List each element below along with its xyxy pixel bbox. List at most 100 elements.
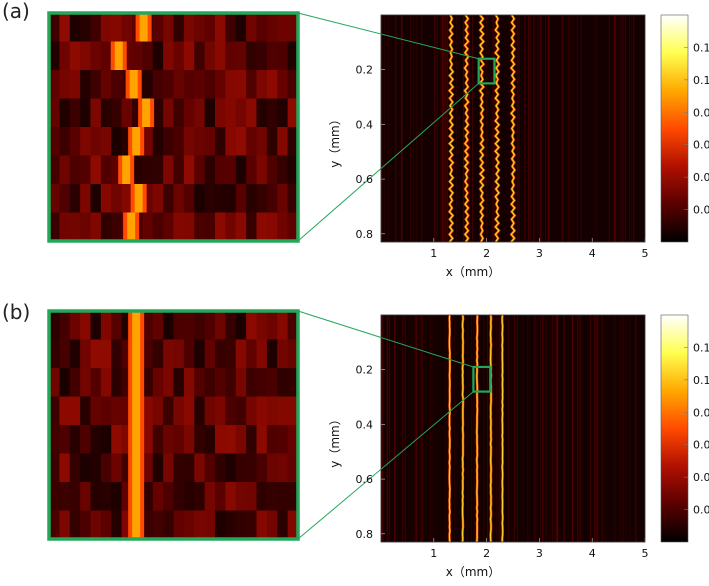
inset-cell: [100, 311, 112, 340]
inset-line: [142, 98, 151, 128]
inset-cell: [256, 212, 268, 241]
heatmap-noise: [622, 315, 624, 542]
inset-cell: [59, 510, 71, 539]
inset-cell: [152, 482, 164, 511]
inset-cell: [152, 311, 164, 340]
inset-cell: [256, 155, 268, 185]
inset-cell: [49, 184, 60, 213]
inset-cell: [256, 482, 268, 511]
inset-cell: [183, 127, 195, 156]
inset-cell: [90, 127, 102, 156]
inset-cell: [287, 41, 298, 71]
inset-line: [122, 155, 131, 185]
inset-cell: [204, 368, 216, 397]
heatmap-noise: [596, 15, 598, 242]
inset-cell: [59, 425, 71, 454]
inset-cell: [215, 155, 226, 185]
inset-cell: [111, 339, 123, 369]
heatmap-noise: [453, 315, 455, 542]
inset-cell: [152, 70, 164, 99]
inset-cell: [69, 510, 81, 539]
heatmap-noise: [483, 315, 485, 542]
inset-line: [134, 184, 143, 213]
x-tick-label: 3: [536, 547, 543, 560]
inset-cell: [215, 339, 226, 369]
inset-cell: [121, 396, 133, 426]
heatmap-noise: [522, 315, 524, 542]
heatmap-noise: [413, 15, 415, 242]
heatmap-noise: [473, 315, 475, 542]
heatmap-noise: [483, 315, 485, 542]
colorbar-tick-label: 0.04: [693, 171, 709, 184]
inset-cell: [173, 510, 185, 539]
inset-cell: [69, 98, 81, 128]
inset-cell: [235, 70, 247, 99]
inset-cell: [194, 184, 206, 213]
inset-cell: [277, 127, 289, 156]
inset-cell: [204, 339, 216, 369]
heatmap-noise: [618, 15, 620, 242]
heatmap-noise: [545, 315, 547, 542]
inset-cell: [163, 212, 174, 241]
inset-cell: [266, 13, 278, 42]
inset-cell: [266, 482, 278, 511]
inset-cell: [142, 339, 154, 369]
inset-cell: [80, 184, 91, 213]
inset-cell: [204, 453, 216, 483]
inset-cell: [152, 212, 164, 241]
heatmap-noise: [386, 315, 388, 542]
inset-cell: [163, 482, 174, 511]
x-tick-label: 2: [483, 247, 490, 260]
inset-cell: [163, 453, 174, 483]
inset-cell: [59, 13, 71, 42]
heatmap-line: [448, 15, 454, 242]
inset-cell: [287, 127, 298, 156]
inset-cell: [163, 339, 174, 369]
inset-cell: [204, 70, 216, 99]
x-tick-label: 4: [589, 547, 596, 560]
heatmap-noise: [402, 315, 404, 542]
inset-cell: [173, 13, 185, 42]
heatmap-noise: [612, 315, 614, 542]
heatmap-noise: [381, 15, 383, 242]
inset-line: [132, 425, 141, 454]
inset-cell: [90, 396, 102, 426]
inset-cell: [287, 482, 298, 511]
inset-cell: [287, 184, 298, 213]
inset-cell: [59, 311, 71, 340]
inset-cell: [142, 311, 154, 340]
inset-cell: [152, 396, 164, 426]
heatmap-noise: [387, 15, 389, 242]
inset-cell: [256, 311, 268, 340]
inset-cell: [111, 368, 123, 397]
heatmap-noise: [542, 315, 544, 542]
inset-cell: [69, 311, 81, 340]
panel-b-colorbar: [660, 314, 689, 543]
inset-cell: [225, 311, 237, 340]
inset-cell: [111, 212, 123, 241]
inset-cell: [173, 368, 185, 397]
inset-cell: [277, 155, 289, 185]
inset-cell: [287, 98, 298, 128]
inset-cell: [100, 453, 112, 483]
inset-cell: [152, 41, 164, 71]
heatmap-noise: [528, 315, 530, 542]
inset-cell: [49, 311, 60, 340]
inset-cell: [183, 155, 195, 185]
inset-cell: [163, 425, 174, 454]
inset-cell: [204, 127, 216, 156]
panel-b-zoom-connectors: [297, 310, 492, 540]
inset-cell: [121, 98, 133, 128]
inset-cell: [111, 510, 123, 539]
heatmap-noise: [468, 15, 470, 242]
inset-cell: [100, 339, 112, 369]
heatmap-noise: [534, 315, 536, 542]
inset-cell: [90, 482, 102, 511]
zoom-box: [472, 365, 492, 393]
inset-cell: [163, 184, 174, 213]
inset-cell: [49, 70, 60, 99]
inset-cell: [121, 13, 133, 42]
inset-cell: [152, 453, 164, 483]
inset-cell: [49, 41, 60, 71]
heatmap-noise: [416, 15, 418, 242]
